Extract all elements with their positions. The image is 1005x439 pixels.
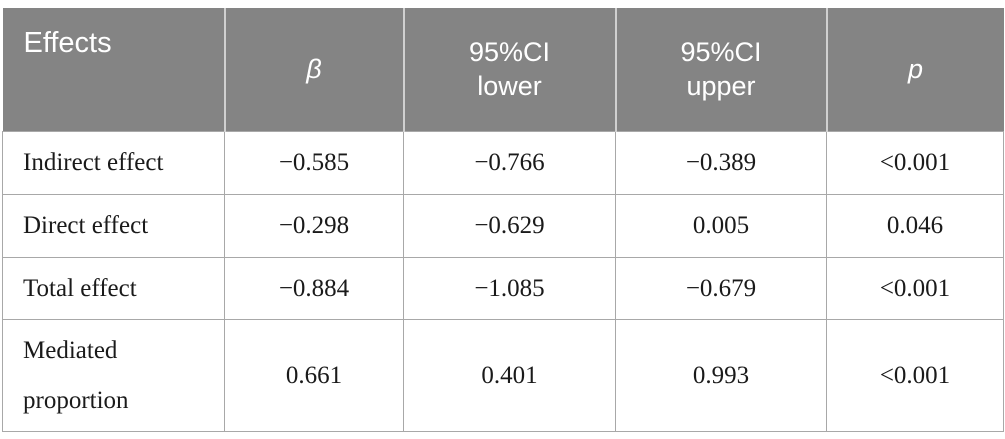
p-value: <0.001	[826, 319, 1004, 432]
beta-value: −0.884	[224, 257, 404, 320]
col-header-beta: β	[223, 8, 404, 132]
ci-lower-value: −0.766	[403, 131, 616, 195]
mediation-effects-table: Effects β 95%CI lower 95%CI upper p Indi…	[2, 8, 1004, 432]
col-header-ci-upper: 95%CI upper	[614, 8, 827, 132]
beta-value: −0.585	[224, 131, 404, 195]
p-value: <0.001	[826, 131, 1004, 195]
beta-value: −0.298	[224, 194, 404, 258]
ci-upper-value: 0.993	[615, 319, 827, 432]
effect-label: Indirect effect	[2, 131, 225, 195]
p-value: 0.046	[826, 194, 1004, 258]
table-row-direct-effect: Direct effect −0.298 −0.629 0.005 0.046	[2, 194, 1004, 258]
effect-label: Direct effect	[2, 194, 225, 258]
ci-lower-value: 0.401	[403, 319, 616, 432]
header-row: Effects β 95%CI lower 95%CI upper p	[2, 8, 1004, 132]
col-header-p: p	[825, 8, 1004, 132]
ci-upper-value: 0.005	[615, 194, 827, 258]
effect-label: Total effect	[2, 257, 225, 320]
page: Effects β 95%CI lower 95%CI upper p Indi…	[0, 8, 1005, 439]
p-value: <0.001	[826, 257, 1004, 320]
ci-lower-value: −0.629	[403, 194, 616, 258]
ci-upper-value: −0.389	[615, 131, 827, 195]
col-header-ci-lower: 95%CI lower	[402, 8, 616, 132]
col-header-effects: Effects	[2, 8, 225, 132]
table-row-total-effect: Total effect −0.884 −1.085 −0.679 <0.001	[2, 257, 1004, 320]
table-row-indirect-effect: Indirect effect −0.585 −0.766 −0.389 <0.…	[2, 131, 1004, 195]
table-row-mediated-proportion: Mediated proportion 0.661 0.401 0.993 <0…	[2, 319, 1004, 432]
ci-lower-value: −1.085	[403, 257, 616, 320]
effect-label: Mediated proportion	[2, 319, 225, 432]
beta-value: 0.661	[224, 319, 404, 432]
ci-upper-value: −0.679	[615, 257, 827, 320]
